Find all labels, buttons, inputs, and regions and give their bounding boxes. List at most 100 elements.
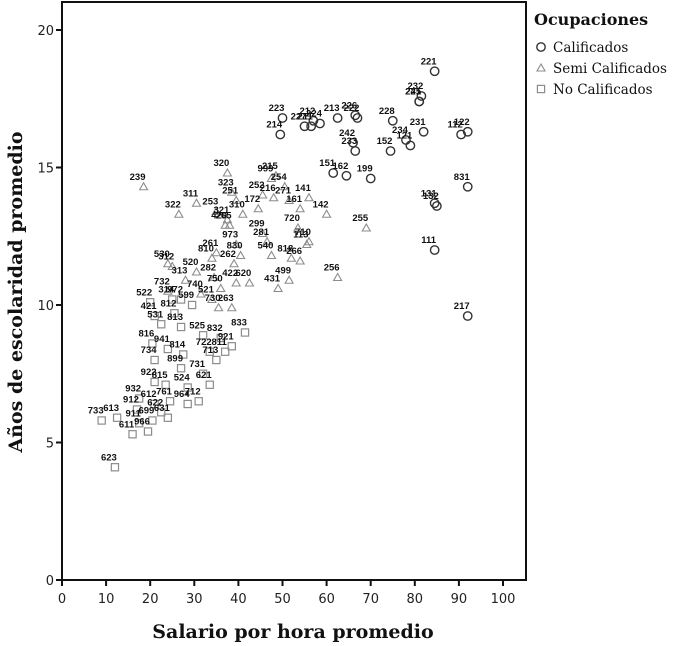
point-label: 830	[227, 241, 243, 252]
triangle-marker	[292, 222, 303, 232]
triangle-marker	[262, 236, 273, 246]
point-label: 814	[169, 340, 186, 351]
point-label: 710	[295, 227, 311, 238]
point-label: 720	[284, 213, 300, 224]
point-label: 712	[185, 386, 201, 397]
square-marker	[227, 342, 236, 351]
point-label: 252	[249, 180, 265, 191]
square-marker	[240, 328, 250, 337]
x-tick-label: 90	[451, 592, 468, 607]
point-label: 321	[213, 205, 230, 216]
point-label: 261	[202, 238, 219, 249]
point-label: 162	[333, 161, 349, 172]
circle-marker	[350, 146, 361, 156]
circle-marker	[405, 140, 416, 151]
point-label: 540	[258, 241, 274, 252]
point-label: 611	[119, 419, 135, 430]
circle-marker	[365, 173, 376, 184]
point-label: 151	[319, 158, 336, 169]
square-marker	[163, 413, 173, 422]
square-marker	[220, 347, 230, 356]
point-label: 310	[229, 199, 245, 210]
triangle-marker	[253, 203, 264, 213]
point-label: 966	[134, 417, 150, 428]
square-marker	[110, 463, 120, 472]
triangle-marker	[211, 206, 222, 216]
point-label: 262	[220, 249, 236, 260]
circle-marker	[275, 129, 286, 140]
point-label: 612	[141, 389, 157, 400]
point-label: 251	[222, 186, 239, 197]
circle-marker	[418, 126, 429, 137]
triangle-marker	[237, 209, 248, 218]
triangle-marker	[268, 192, 279, 202]
square-legend-icon	[536, 84, 546, 94]
point-label: 141	[295, 183, 312, 194]
plot-border	[61, 1, 527, 581]
triangle-marker	[224, 220, 235, 229]
x-tick-label: 0	[58, 592, 66, 607]
point-label: 212	[299, 106, 315, 117]
x-tick-label: 80	[407, 592, 424, 607]
circle-marker	[429, 66, 440, 77]
circle-marker	[414, 96, 425, 107]
point-label: 524	[174, 373, 191, 384]
triangle-marker	[191, 266, 202, 276]
point-label: 813	[167, 312, 183, 323]
x-tick-label: 100	[491, 592, 516, 607]
circle-marker	[462, 126, 473, 137]
square-marker	[132, 405, 142, 414]
point-label: 211	[298, 111, 314, 122]
triangle-marker	[284, 275, 295, 284]
point-label: 499	[275, 265, 291, 276]
triangle-marker	[279, 181, 290, 191]
point-label: 941	[154, 334, 171, 345]
square-marker	[198, 331, 208, 340]
legend-entry: No Calificados	[553, 82, 653, 98]
point-label: 761	[156, 386, 173, 397]
square-marker	[157, 320, 166, 329]
point-label: 234	[392, 125, 409, 136]
square-marker	[194, 397, 203, 406]
triangle-marker	[273, 283, 284, 293]
triangle-marker	[332, 272, 343, 282]
point-label: 254	[271, 172, 288, 183]
triangle-marker	[229, 258, 239, 268]
point-label: 312	[158, 252, 174, 263]
point-label: 912	[123, 395, 139, 406]
square-marker	[183, 399, 192, 409]
square-marker	[148, 416, 157, 425]
point-label: 253	[202, 197, 218, 208]
point-label: 242	[339, 128, 355, 139]
point-label: 815	[152, 370, 169, 381]
triangle-marker	[361, 222, 372, 232]
point-label: 320	[213, 158, 229, 169]
circle-legend-icon	[536, 42, 546, 52]
point-label: 911	[126, 408, 142, 419]
point-label: 811	[212, 337, 228, 348]
point-label: 142	[313, 199, 329, 210]
square-marker	[187, 300, 197, 310]
triangle-marker	[222, 167, 233, 177]
point-label: 112	[447, 120, 462, 131]
point-label: 222	[344, 103, 360, 114]
circle-marker	[332, 113, 343, 123]
x-tick-label: 40	[230, 592, 247, 607]
square-marker	[146, 298, 155, 307]
point-label: 713	[202, 345, 218, 356]
point-label: 225	[405, 87, 422, 98]
circle-marker	[385, 146, 396, 156]
triangle-marker	[266, 250, 277, 260]
point-label: 722	[196, 337, 212, 348]
triangle-marker	[180, 275, 191, 284]
point-label: 122	[454, 117, 470, 128]
triangle-marker	[231, 277, 242, 287]
point-label: 213	[324, 103, 340, 114]
triangle-marker	[195, 288, 206, 298]
triangle-marker	[321, 209, 332, 218]
x-tick-label: 20	[142, 592, 159, 607]
triangle-marker	[231, 195, 242, 205]
point-label: 731	[189, 359, 206, 370]
square-marker	[212, 355, 221, 365]
